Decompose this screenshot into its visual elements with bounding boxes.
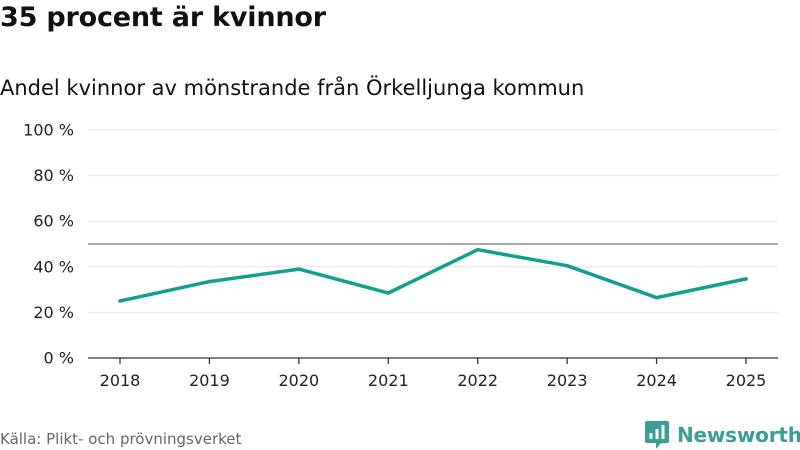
chart-subtitle: Andel kvinnor av mönstrande från Örkellj…	[0, 76, 585, 100]
data-point	[654, 295, 659, 300]
x-tick-label: 2024	[636, 371, 677, 390]
line-chart: 0 % 20 % 40 % 60 % 80 % 100 % 2018 2019 2020 202…	[23, 121, 778, 390]
x-tick-label: 2023	[547, 371, 588, 390]
y-tick-label: 60 %	[33, 212, 74, 231]
chart-title: 35 procent är kvinnor	[0, 2, 326, 33]
y-tick-label: 100 %	[23, 121, 74, 140]
x-tick-label: 2018	[100, 371, 141, 390]
x-tick-label: 2019	[189, 371, 230, 390]
data-point	[386, 291, 391, 295]
x-tick-label: 2022	[457, 371, 498, 390]
y-tick-labels: 0 % 20 % 40 % 60 % 80 % 100 %	[23, 121, 74, 368]
newsworthy-logo-icon	[645, 421, 669, 449]
logo-text: Newsworthy	[677, 423, 800, 447]
y-tick-label: 40 %	[33, 257, 74, 276]
series-layer	[118, 247, 748, 303]
series-line	[118, 247, 748, 303]
y-tick-label: 0 %	[44, 349, 74, 368]
grid-layer	[88, 129, 778, 313]
x-tick-label: 2021	[368, 371, 409, 390]
data-point	[118, 299, 122, 303]
source-note: Källa: Plikt- och prövningsverket	[0, 430, 242, 448]
data-point	[475, 247, 480, 252]
x-tick-labels: 2018 2019 2020 2021 2022 2023 2024 2025	[100, 371, 767, 390]
data-point	[565, 263, 569, 268]
data-point	[744, 277, 748, 281]
y-tick-label: 20 %	[33, 303, 74, 322]
x-tick-label: 2020	[278, 371, 319, 390]
newsworthy-logo[interactable]: Newsworthy	[644, 420, 800, 450]
axis-layer	[88, 357, 778, 364]
x-tick-label: 2025	[726, 371, 767, 390]
data-point	[207, 279, 212, 284]
y-tick-label: 80 %	[33, 166, 74, 185]
data-point	[297, 267, 301, 271]
